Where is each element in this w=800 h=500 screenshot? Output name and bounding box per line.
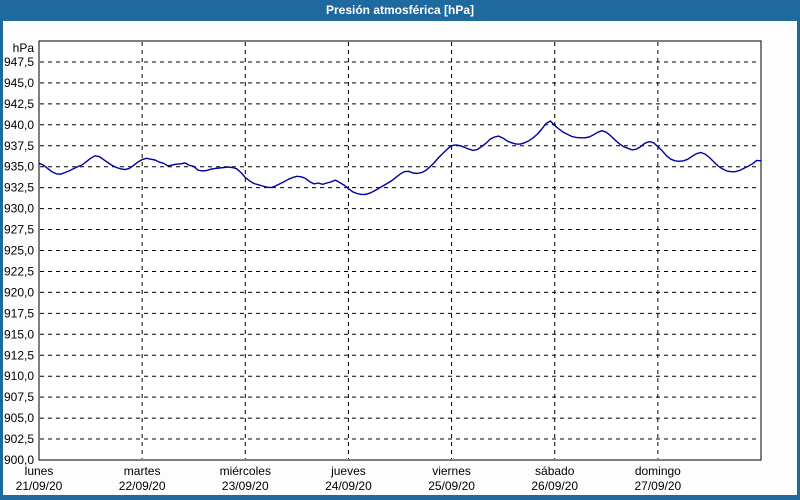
y-tick-label: 905,0 <box>4 411 34 425</box>
x-tick-day-label: viernes <box>432 464 471 478</box>
y-tick-label: 907,5 <box>4 390 34 404</box>
y-tick-label: 932,5 <box>4 181 34 195</box>
chart-area: 947,5 945,0 942,5 940,0 937,5 935,0 932,5 930,0… <box>3 21 797 495</box>
y-tick-label: 910,0 <box>4 369 34 383</box>
x-tick-day-label: lunes <box>25 464 54 478</box>
y-tick-label: 917,5 <box>4 306 34 320</box>
y-tick-label: 930,0 <box>4 202 34 216</box>
x-tick-day-label: domingo <box>635 464 681 478</box>
x-tick-day-label: miércoles <box>220 464 271 478</box>
title-bar: Presión atmosférica [hPa] <box>0 0 800 21</box>
x-tick-date-label: 27/09/20 <box>634 479 681 493</box>
y-tick-label: 937,5 <box>4 139 34 153</box>
y-axis-unit-label: hPa <box>13 41 35 55</box>
y-tick-label: 927,5 <box>4 223 34 237</box>
y-tick-label: 902,5 <box>4 432 34 446</box>
x-tick-day-label: martes <box>124 464 161 478</box>
y-tick-label: 947,5 <box>4 55 34 69</box>
x-tick-date-label: 22/09/20 <box>119 479 166 493</box>
x-tick-date-label: 21/09/20 <box>16 479 63 493</box>
y-tick-label: 915,0 <box>4 327 34 341</box>
x-tick-date-label: 26/09/20 <box>531 479 578 493</box>
x-tick-day-label: jueves <box>330 464 366 478</box>
y-tick-label: 925,0 <box>4 244 34 258</box>
y-tick-label: 900,0 <box>4 453 34 467</box>
pressure-series-line <box>38 120 762 196</box>
y-tick-label: 912,5 <box>4 348 34 362</box>
y-tick-label: 945,0 <box>4 76 34 90</box>
y-tick-label: 922,5 <box>4 264 34 278</box>
x-tick-date-label: 25/09/20 <box>428 479 475 493</box>
pressure-line-chart: 947,5 945,0 942,5 940,0 937,5 935,0 932,5 930,0… <box>4 40 762 493</box>
y-tick-label: 920,0 <box>4 285 34 299</box>
x-tick-date-label: 23/09/20 <box>222 479 269 493</box>
y-axis: 947,5 945,0 942,5 940,0 937,5 935,0 932,5 930,0… <box>4 41 760 467</box>
x-tick-day-label: sábado <box>535 464 575 478</box>
y-tick-label: 942,5 <box>4 97 34 111</box>
y-tick-label: 940,0 <box>4 118 34 132</box>
x-tick-date-label: 24/09/20 <box>325 479 372 493</box>
page-title: Presión atmosférica [hPa] <box>325 3 475 17</box>
y-tick-label: 935,0 <box>4 160 34 174</box>
